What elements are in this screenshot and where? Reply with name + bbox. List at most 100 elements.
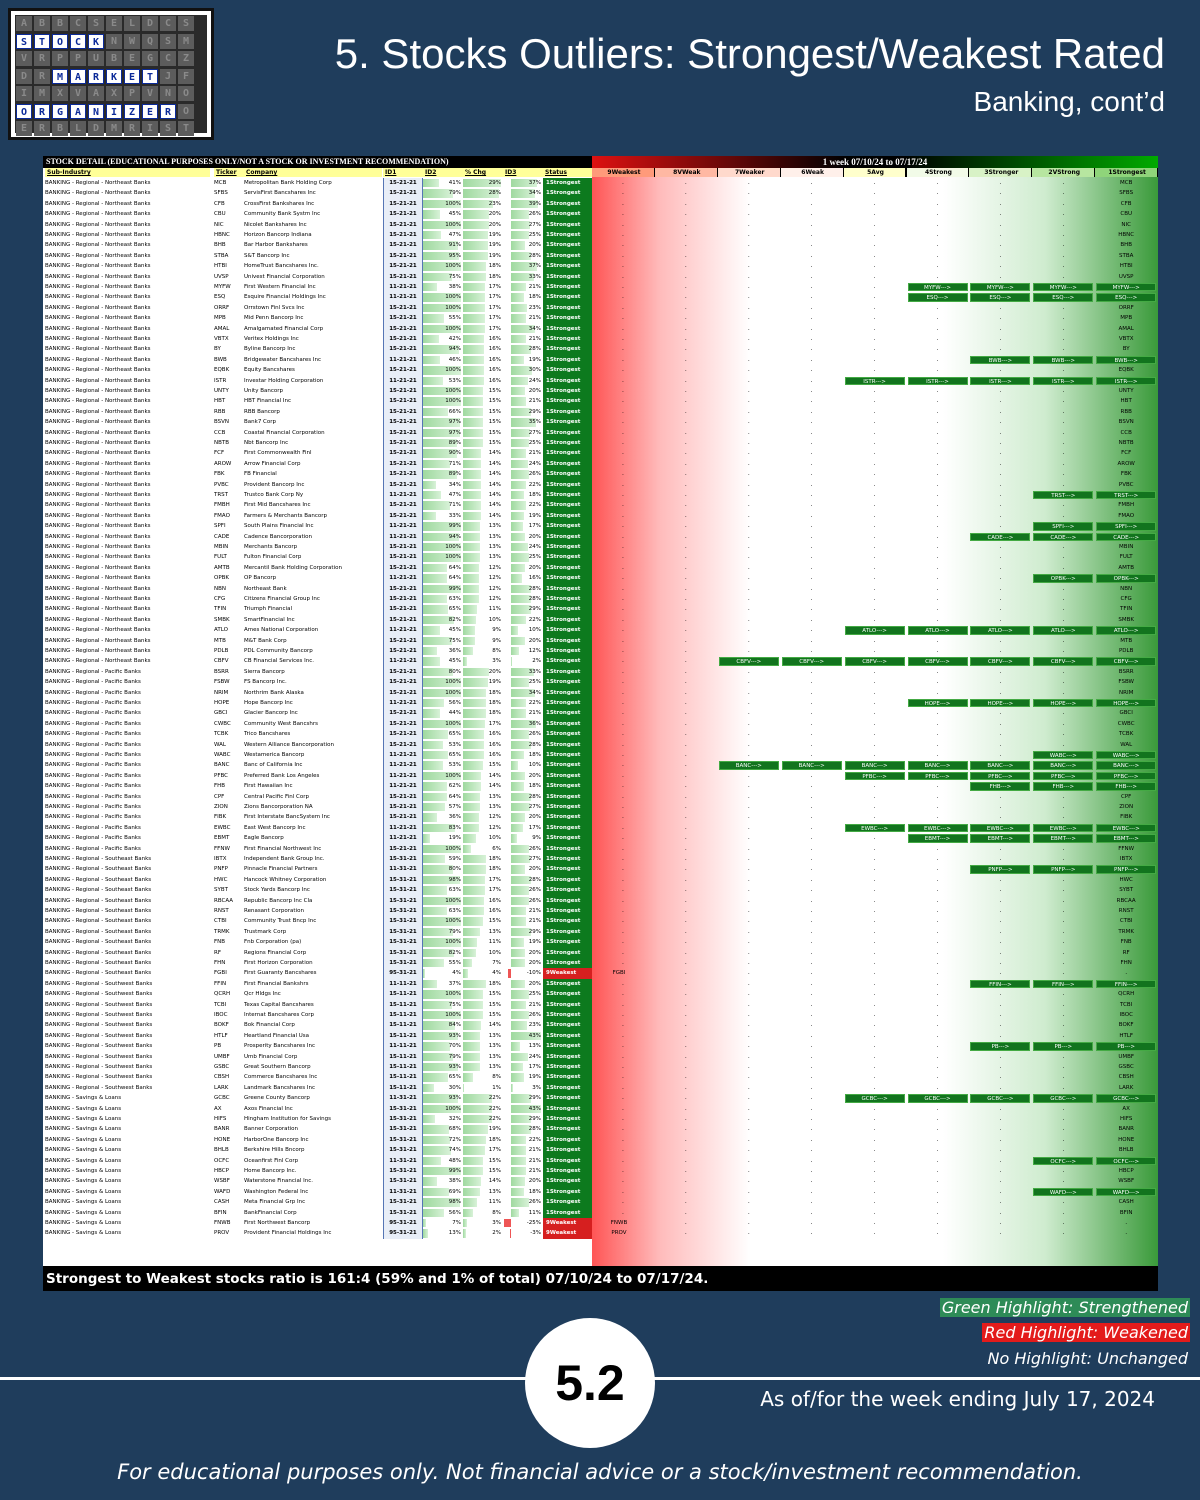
- table-row[interactable]: BANKING - Savings & Loans HIFS Hingham Ins…: [43, 1114, 1158, 1125]
- table-row[interactable]: BANKING - Regional - Northeast Banks MPB M…: [43, 313, 1158, 324]
- table-row[interactable]: BANKING - Regional - Southeast Banks RBCA…: [43, 895, 1158, 906]
- rating-column-header[interactable]: 2VStrong: [1032, 168, 1095, 177]
- table-row[interactable]: BANKING - Savings & Loans FNWB First North…: [43, 1218, 1158, 1229]
- table-row[interactable]: BANKING - Regional - Pacific Banks BANC Ba…: [43, 760, 1158, 771]
- table-row[interactable]: BANKING - Regional - Southwest Banks CBSH…: [43, 1072, 1158, 1083]
- table-row[interactable]: BANKING - Regional - Southeast Banks FGBI…: [43, 968, 1158, 979]
- rating-column-header[interactable]: 4Strong: [906, 168, 969, 177]
- table-row[interactable]: BANKING - Regional - Northeast Banks PVBC…: [43, 479, 1158, 490]
- table-row[interactable]: BANKING - Regional - Northeast Banks UVSP…: [43, 271, 1158, 282]
- table-row[interactable]: BANKING - Regional - Northeast Banks SFBS…: [43, 188, 1158, 199]
- table-row[interactable]: BANKING - Regional - Northeast Banks NBN N…: [43, 583, 1158, 594]
- table-row[interactable]: BANKING - Regional - Northeast Banks BWB B…: [43, 354, 1158, 366]
- table-row[interactable]: BANKING - Regional - Northeast Banks AROW…: [43, 458, 1158, 470]
- table-row[interactable]: BANKING - Regional - Northeast Banks CCB C…: [43, 427, 1158, 438]
- table-row[interactable]: BANKING - Savings & Loans WSBF Waterstone …: [43, 1176, 1158, 1187]
- table-row[interactable]: BANKING - Regional - Northeast Banks TRST…: [43, 490, 1158, 501]
- table-row[interactable]: BANKING - Regional - Southeast Banks FHN F…: [43, 958, 1158, 969]
- column-header[interactable]: Ticker: [214, 168, 244, 177]
- table-row[interactable]: BANKING - Regional - Southeast Banks HWC H…: [43, 874, 1158, 886]
- table-row[interactable]: BANKING - Savings & Loans HBCP Home Bancor…: [43, 1166, 1158, 1177]
- table-row[interactable]: BANKING - Regional - Southeast Banks RNST…: [43, 906, 1158, 917]
- table-row[interactable]: BANKING - Regional - Southeast Banks CTBI…: [43, 916, 1158, 927]
- table-row[interactable]: BANKING - Regional - Southeast Banks PNFP…: [43, 864, 1158, 875]
- table-row[interactable]: BANKING - Regional - Northeast Banks FMBH…: [43, 500, 1158, 511]
- table-row[interactable]: BANKING - Regional - Northeast Banks AMAL…: [43, 323, 1158, 334]
- table-row[interactable]: BANKING - Regional - Northeast Banks BSVN…: [43, 417, 1158, 428]
- table-row[interactable]: BANKING - Regional - Southeast Banks SYBT…: [43, 885, 1158, 896]
- table-row[interactable]: BANKING - Regional - Pacific Banks TCBK Tr…: [43, 729, 1158, 740]
- table-row[interactable]: BANKING - Regional - Pacific Banks ZION Zi…: [43, 802, 1158, 813]
- table-row[interactable]: BANKING - Savings & Loans BFIN BankFinanci…: [43, 1207, 1158, 1218]
- table-row[interactable]: BANKING - Regional - Southwest Banks HTLF…: [43, 1030, 1158, 1042]
- table-row[interactable]: BANKING - Regional - Pacific Banks CPF Cen…: [43, 791, 1158, 802]
- table-row[interactable]: BANKING - Regional - Northeast Banks STBA…: [43, 250, 1158, 262]
- table-row[interactable]: BANKING - Savings & Loans OCFC Oceanfirst …: [43, 1155, 1158, 1166]
- table-row[interactable]: BANKING - Regional - Pacific Banks FIBK Fi…: [43, 812, 1158, 823]
- table-row[interactable]: BANKING - Regional - Northeast Banks SPFI…: [43, 521, 1158, 532]
- table-row[interactable]: BANKING - Regional - Northeast Banks CFB C…: [43, 198, 1158, 210]
- table-row[interactable]: BANKING - Regional - Southwest Banks QCRH…: [43, 989, 1158, 1000]
- table-row[interactable]: BANKING - Regional - Northeast Banks BY By…: [43, 344, 1158, 355]
- table-row[interactable]: BANKING - Regional - Southwest Banks PB Pr…: [43, 1041, 1158, 1052]
- table-row[interactable]: BANKING - Regional - Pacific Banks EWBC Ea…: [43, 822, 1158, 834]
- table-row[interactable]: BANKING - Regional - Southwest Banks BOKF…: [43, 1020, 1158, 1031]
- table-row[interactable]: BANKING - Regional - Pacific Banks BSRR Si…: [43, 666, 1158, 678]
- table-row[interactable]: BANKING - Savings & Loans HONE HarborOne B…: [43, 1134, 1158, 1146]
- table-row[interactable]: BANKING - Regional - Northeast Banks UNTY…: [43, 386, 1158, 397]
- table-row[interactable]: BANKING - Savings & Loans CASH Meta Financ…: [43, 1197, 1158, 1208]
- table-row[interactable]: BANKING - Regional - Northeast Banks MTB M…: [43, 635, 1158, 646]
- table-row[interactable]: BANKING - Regional - Southwest Banks LARK…: [43, 1082, 1158, 1094]
- table-row[interactable]: BANKING - Regional - Pacific Banks FSBW FS…: [43, 677, 1158, 688]
- table-row[interactable]: BANKING - Regional - Northeast Banks MYFW…: [43, 282, 1158, 293]
- table-row[interactable]: BANKING - Regional - Northeast Banks ISTR…: [43, 375, 1158, 386]
- table-row[interactable]: BANKING - Regional - Southwest Banks FFIN…: [43, 978, 1158, 990]
- rating-column-header[interactable]: 3Stronger: [969, 168, 1032, 177]
- table-row[interactable]: BANKING - Regional - Pacific Banks WABC We…: [43, 750, 1158, 761]
- rating-column-header[interactable]: 1Strongest: [1095, 168, 1158, 177]
- table-row[interactable]: BANKING - Regional - Pacific Banks GBCI Gl…: [43, 708, 1158, 719]
- rating-column-header[interactable]: 9Weakest: [592, 168, 654, 177]
- column-header[interactable]: % Chg: [463, 168, 503, 177]
- table-row[interactable]: BANKING - Regional - Pacific Banks HOPE Ho…: [43, 698, 1158, 709]
- rating-column-header[interactable]: 7Weaker: [717, 168, 780, 177]
- column-header[interactable]: ID3: [503, 168, 543, 177]
- table-row[interactable]: BANKING - Regional - Northeast Banks RBB R…: [43, 406, 1158, 418]
- table-row[interactable]: BANKING - Regional - Southeast Banks TRMK…: [43, 926, 1158, 938]
- table-row[interactable]: BANKING - Regional - Northeast Banks ESQ E…: [43, 292, 1158, 303]
- table-row[interactable]: BANKING - Regional - Northeast Banks CADE…: [43, 531, 1158, 542]
- table-row[interactable]: BANKING - Regional - Southwest Banks IBOC…: [43, 1010, 1158, 1021]
- table-row[interactable]: BANKING - Savings & Loans BHLB Berkshire H…: [43, 1145, 1158, 1156]
- table-row[interactable]: BANKING - Regional - Northeast Banks ORRF…: [43, 302, 1158, 314]
- table-row[interactable]: BANKING - Regional - Northeast Banks CFG C…: [43, 594, 1158, 605]
- table-row[interactable]: BANKING - Regional - Northeast Banks MBIN…: [43, 542, 1158, 553]
- table-row[interactable]: BANKING - Regional - Northeast Banks FCF F…: [43, 448, 1158, 459]
- rating-column-header[interactable]: 6Weak: [780, 168, 843, 177]
- table-row[interactable]: BANKING - Regional - Northeast Banks VBTX…: [43, 334, 1158, 345]
- table-row[interactable]: BANKING - Regional - Northeast Banks HBT H…: [43, 396, 1158, 407]
- table-row[interactable]: BANKING - Regional - Northeast Banks NIC N…: [43, 219, 1158, 230]
- table-row[interactable]: BANKING - Regional - Southwest Banks UMBF…: [43, 1051, 1158, 1062]
- column-header[interactable]: Sub-Industry: [45, 168, 210, 177]
- table-row[interactable]: BANKING - Savings & Loans PROV Provident F…: [43, 1228, 1158, 1239]
- table-row[interactable]: BANKING - Regional - Pacific Banks CWBC Co…: [43, 718, 1158, 730]
- table-row[interactable]: BANKING - Regional - Southwest Banks GSBC…: [43, 1062, 1158, 1073]
- table-row[interactable]: BANKING - Regional - Southeast Banks IBTX…: [43, 854, 1158, 865]
- table-row[interactable]: BANKING - Regional - Northeast Banks NBTB…: [43, 438, 1158, 449]
- column-header[interactable]: ID2: [423, 168, 463, 177]
- table-row[interactable]: BANKING - Regional - Pacific Banks FHB Fir…: [43, 781, 1158, 792]
- table-row[interactable]: BANKING - Regional - Northeast Banks OPBK…: [43, 573, 1158, 584]
- table-row[interactable]: BANKING - Regional - Northeast Banks SMBK…: [43, 614, 1158, 626]
- table-row[interactable]: BANKING - Regional - Northeast Banks FULT…: [43, 552, 1158, 563]
- table-row[interactable]: BANKING - Regional - Northeast Banks HTBI…: [43, 261, 1158, 272]
- table-row[interactable]: BANKING - Savings & Loans GCBC Greene Coun…: [43, 1093, 1158, 1104]
- table-row[interactable]: BANKING - Regional - Northeast Banks BHB B…: [43, 240, 1158, 251]
- table-row[interactable]: BANKING - Regional - Northeast Banks PDLB…: [43, 646, 1158, 657]
- table-row[interactable]: BANKING - Regional - Pacific Banks WAL Wes…: [43, 739, 1158, 750]
- column-header[interactable]: Status: [543, 168, 592, 177]
- table-row[interactable]: BANKING - Savings & Loans AX Axos Financia…: [43, 1103, 1158, 1114]
- table-row[interactable]: BANKING - Regional - Northeast Banks AMTB…: [43, 562, 1158, 574]
- table-row[interactable]: BANKING - Regional - Southeast Banks FNB F…: [43, 937, 1158, 948]
- table-row[interactable]: BANKING - Regional - Northeast Banks FMAO…: [43, 510, 1158, 522]
- table-row[interactable]: BANKING - Savings & Loans WAFD Washington …: [43, 1186, 1158, 1198]
